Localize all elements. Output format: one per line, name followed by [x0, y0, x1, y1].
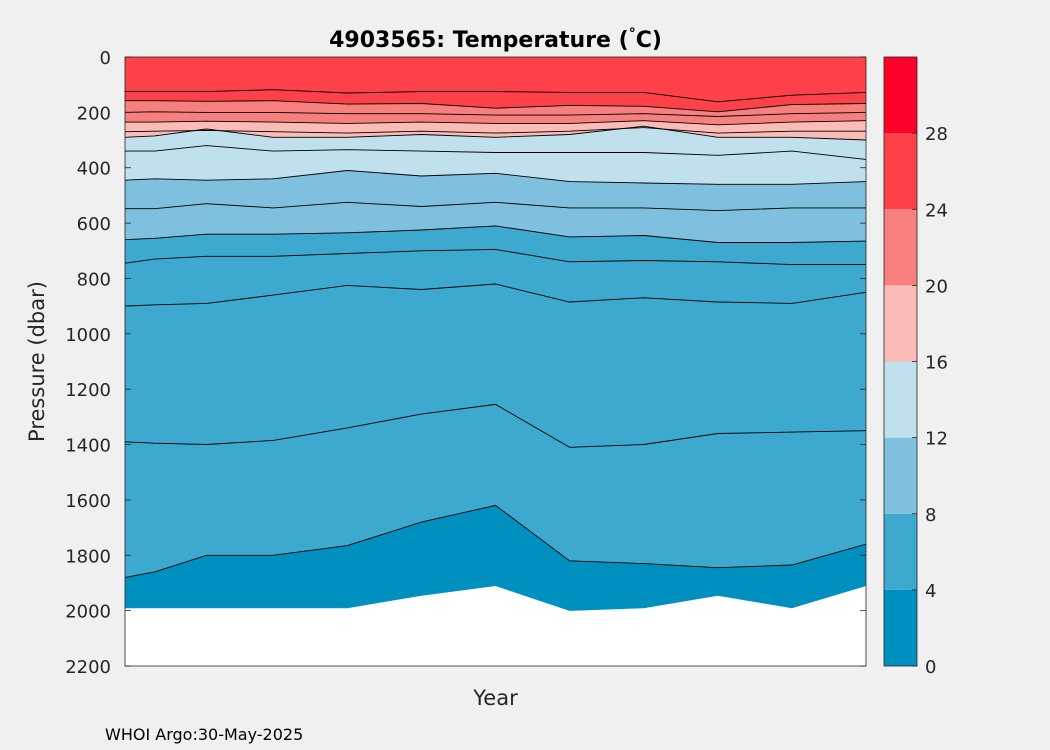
isotherm-line	[125, 89, 866, 103]
y-tick-label: 1000	[65, 325, 111, 346]
colorbar-tick-label: 4	[925, 581, 936, 602]
isotherm-line	[125, 283, 866, 307]
y-axis-label: Pressure (dbar)	[25, 281, 49, 442]
isotherm-line	[125, 504, 866, 578]
colorbar-band	[884, 209, 917, 286]
y-tick-label: 1200	[65, 380, 111, 401]
y-tick-label: 200	[77, 103, 111, 124]
colorbar-band	[884, 361, 917, 438]
colorbar-tick-label: 16	[925, 353, 948, 374]
isotherm-line	[125, 225, 866, 243]
isotherm-line	[125, 170, 866, 185]
colorbar-tick-label: 20	[925, 276, 948, 297]
colorbar-tick-label: 0	[925, 657, 936, 678]
y-tick-label: 600	[77, 214, 111, 235]
colorbar-band	[884, 285, 917, 362]
y-tick-label: 1800	[65, 546, 111, 567]
isotherm-line	[125, 125, 866, 141]
y-tick-label: 0	[100, 48, 111, 69]
colorbar-tick-label: 8	[925, 505, 936, 526]
plot-area	[124, 56, 867, 667]
y-tick-label: 1400	[65, 436, 111, 457]
x-axis-label: Year	[472, 686, 518, 710]
y-tick-label: 2000	[65, 602, 111, 623]
isotherm-line	[125, 100, 866, 113]
colorbar-tick-label: 24	[925, 200, 948, 221]
contour-lines	[125, 89, 866, 578]
isotherm-line	[125, 248, 866, 266]
colorbar-band	[884, 57, 917, 134]
colorbar-tick-label: 28	[925, 124, 948, 145]
colorbar: 0 4 8 12 16 20 24 28	[883, 56, 948, 678]
isotherm-line	[125, 403, 866, 448]
y-tick-label: 2200	[65, 657, 111, 678]
plot-frame	[124, 56, 867, 667]
y-axis: 0 200 400 600 800 1000 1200 1400 1600 1800 2000 220…	[65, 48, 866, 678]
chart-title: 4903565: Temperature (°C)	[329, 26, 662, 53]
isotherm-line	[125, 111, 866, 117]
colorbar-band	[884, 589, 917, 666]
isotherm-line	[125, 201, 866, 212]
y-tick-label: 1600	[65, 491, 111, 512]
y-tick-label: 800	[77, 269, 111, 290]
colorbar-band	[884, 133, 917, 210]
colorbar-tick-label: 12	[925, 429, 948, 450]
isotherm-line	[125, 120, 866, 126]
contour-fills	[125, 57, 866, 666]
colorbar-band	[884, 513, 917, 590]
isotherm-line	[125, 145, 866, 160]
colorbar-band	[884, 437, 917, 514]
footer-credit: WHOI Argo:30-May-2025	[105, 725, 304, 744]
y-tick-label: 400	[77, 159, 111, 180]
